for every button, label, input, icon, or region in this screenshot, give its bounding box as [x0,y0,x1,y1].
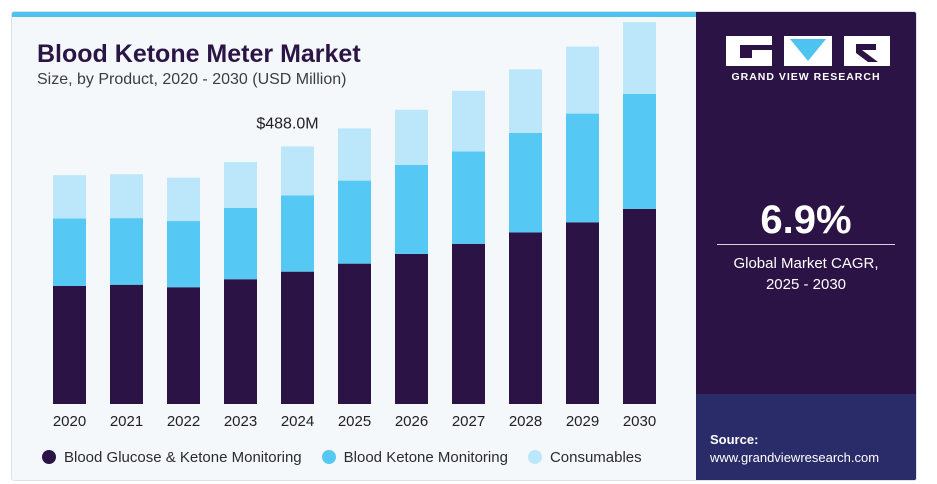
summary-panel: GRAND VIEW RESEARCH 6.9% Global Market C… [696,12,916,480]
brand-name: GRAND VIEW RESEARCH [731,71,881,83]
legend-swatch [321,450,336,464]
bar-segment-2028-s0 [509,232,542,404]
bar-segment-2028-s2 [509,69,542,133]
bar-segment-2022-s1 [167,221,200,288]
legend-label: Blood Ketone Monitoring [343,448,508,466]
x-tick-label-2023: 2023 [224,413,257,430]
bar-segment-2028-s1 [509,132,542,233]
legend-item-0: Blood Glucose & Ketone Monitoring [42,449,302,466]
x-tick-label-2024: 2024 [281,413,314,430]
bar-segment-2025-s0 [338,263,371,404]
bar-segment-2027-s2 [452,90,485,152]
bar-segment-2020-s1 [53,218,86,286]
cagr-value: 6.9% [760,198,852,242]
chart-subtitle: Size, by Product, 2020 - 2030 (USD Milli… [37,71,347,88]
cagr-label-line2: 2025 - 2030 [765,276,847,293]
bar-segment-2029-s1 [566,113,599,223]
bar-segment-2029-s2 [566,46,599,114]
bar-segment-2020-s0 [53,285,86,404]
cagr-label: Global Market CAGR, 2025 - 2030 [696,253,916,295]
source-background [696,394,916,480]
infographic-card: Blood Ketone Meter Market Size, by Produ… [11,11,917,481]
x-tick-label-2021: 2021 [110,413,143,430]
bar-segment-2027-s1 [452,151,485,244]
legend-swatch [42,450,56,464]
bar-segment-2020-s2 [53,175,86,219]
legend-item-1: Blood Ketone Monitoring [321,448,508,466]
bar-segment-2030-s2 [623,22,656,94]
legend: Blood Glucose & Ketone Monitoring Blood K… [42,446,662,468]
x-tick-label-2020: 2020 [53,413,86,430]
legend-item-2: Consumables [527,448,642,466]
bar-segment-2021-s0 [110,284,143,404]
stacked-bar-chart: 2020 2021 2022 2023 $488.0M 2024 2025 2026 2027 2… [53,22,656,430]
bar-segment-2022-s2 [167,177,200,222]
bar-segment-2023-s2 [224,162,257,208]
source-url[interactable]: www.grandviewresearch.com [710,450,880,465]
bar-segment-2024-s2 [281,146,314,196]
bar-segment-2024-s1 [281,195,314,272]
x-tick-label-2028: 2028 [509,413,542,430]
cagr-label-line1: Global Market CAGR, [733,255,879,272]
bar-segment-2027-s0 [452,243,485,404]
bar-segment-2030-s0 [623,208,656,404]
bar-segment-2025-s2 [338,128,371,181]
legend-label: Blood Glucose & Ketone Monitoring [64,448,302,466]
gvr-logo-icon [726,36,890,66]
bar-segment-2021-s1 [110,218,143,285]
bar-segment-2030-s1 [623,93,656,209]
bar-segment-2029-s0 [566,222,599,404]
bar-segment-2026-s1 [395,165,428,254]
x-tick-label-2022: 2022 [167,413,200,430]
bar-segment-2023-s0 [224,279,257,404]
bar-segment-2023-s1 [224,208,257,280]
bar-segment-2022-s0 [167,287,200,404]
x-tick-label-2027: 2027 [452,413,485,430]
x-tick-label-2029: 2029 [566,413,599,430]
chart-title: Blood Ketone Meter Market [37,40,361,68]
x-tick-label-2030: 2030 [623,413,656,430]
x-tick-label-2026: 2026 [395,413,428,430]
bar-segment-2024-s0 [281,271,314,404]
bar-segment-2021-s2 [110,174,143,219]
legend-label: Consumables [549,448,642,466]
legend-swatch [527,450,542,464]
bar-segment-2026-s0 [395,253,428,404]
bar-segment-2026-s2 [395,109,428,166]
accent-bar [12,12,696,17]
divider [717,244,895,245]
annotation-label: $488.0M [256,115,318,132]
bar-segment-2025-s1 [338,180,371,264]
source-label: Source: [710,432,759,447]
x-tick-label-2025: 2025 [338,413,371,430]
